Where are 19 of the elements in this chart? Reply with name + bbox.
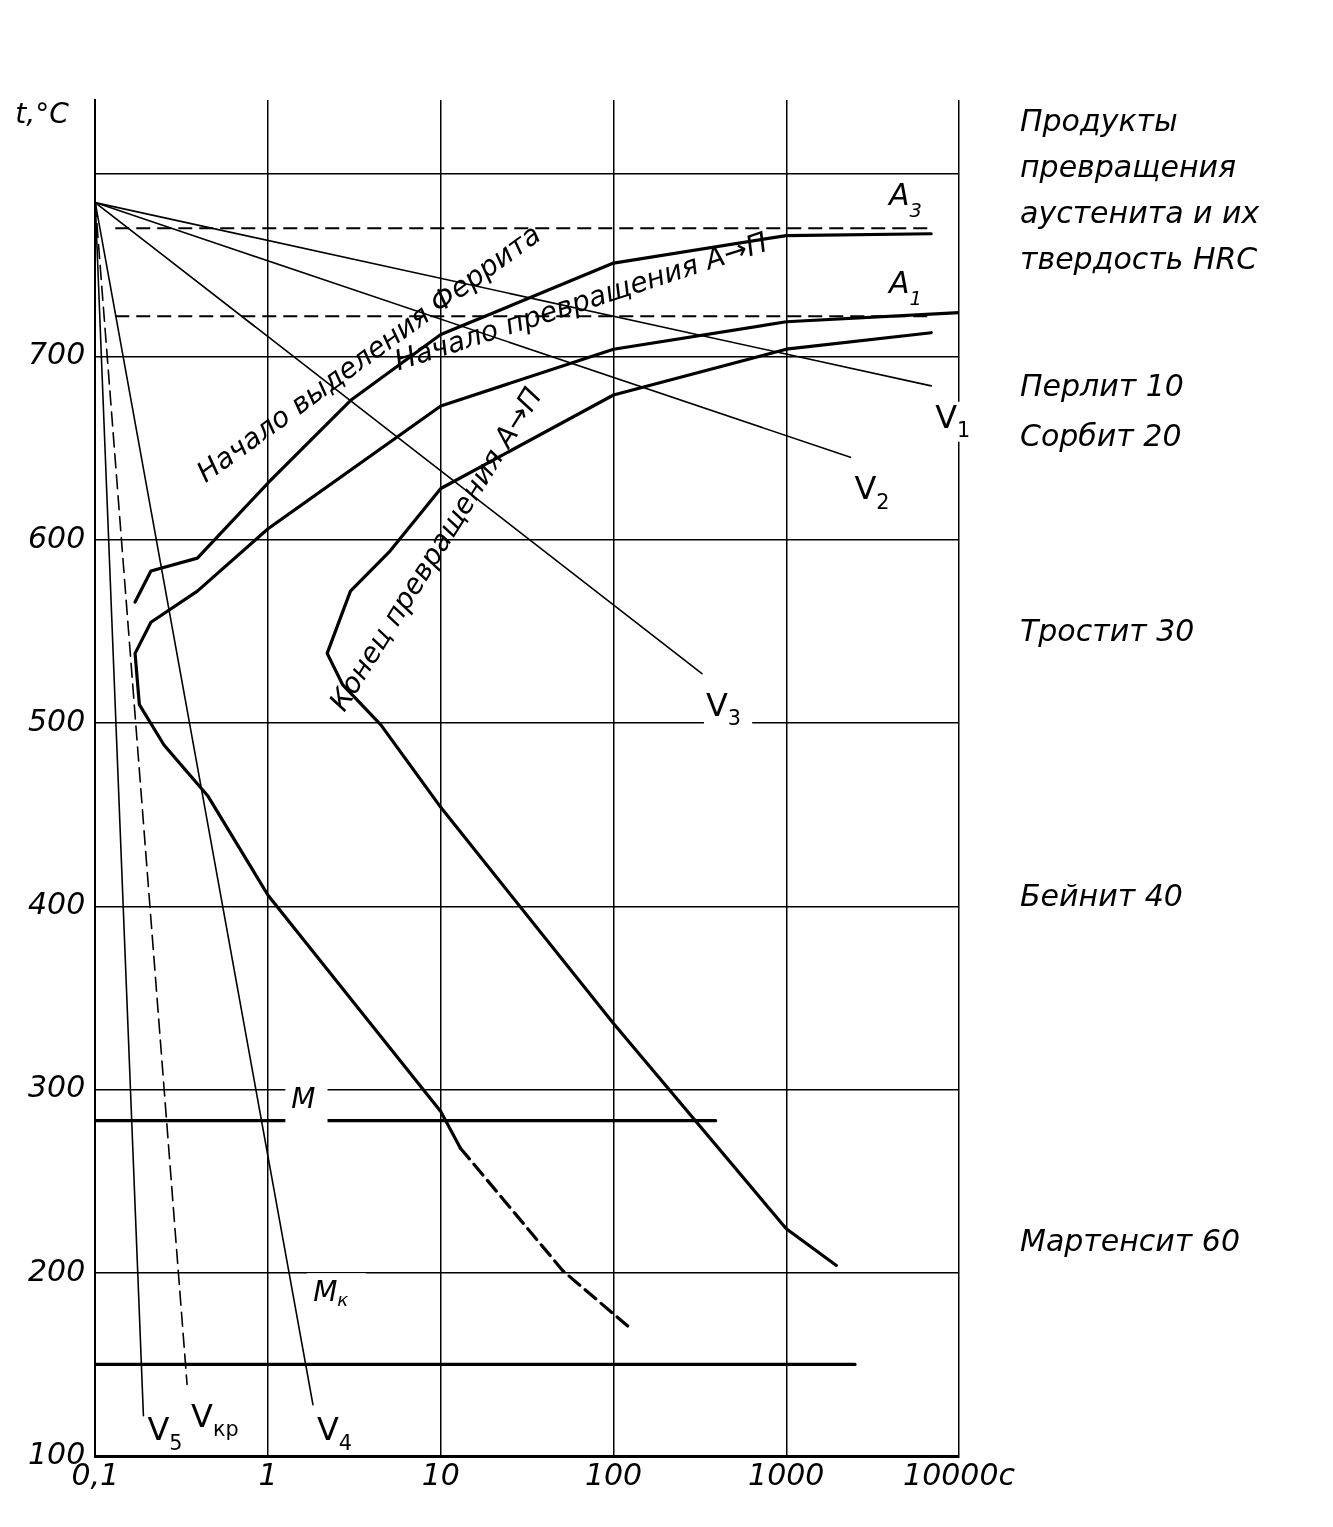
text: Мартенсит 60 [1020,1222,1242,1260]
x-tick-label: 100 [584,1456,643,1492]
x-tick-label: 1000 [748,1456,825,1492]
y-tick-label: 700 [28,336,86,372]
x-tick-label: 10 [421,1456,460,1492]
text: Продукты превращения аустенита и их твердость HRC [1020,102,1261,278]
y-tick-label: 400 [28,886,86,922]
text: Тростит 30 [1020,612,1196,650]
y-tick-label: 600 [28,519,86,555]
x-tick-label: 1 [258,1456,278,1492]
y-axis-title: t,°C [15,97,70,131]
text: Бейнит 40 [1020,877,1184,915]
annotation: M [291,1082,316,1116]
y-tick-label: 500 [28,702,86,738]
text: Сорбит 20 [1020,417,1183,455]
y-tick-label: 200 [28,1252,86,1288]
x-tick-label: 10000с [903,1456,1016,1492]
y-tick-label: 300 [28,1069,86,1105]
text: Перлит 10 [1020,367,1185,405]
